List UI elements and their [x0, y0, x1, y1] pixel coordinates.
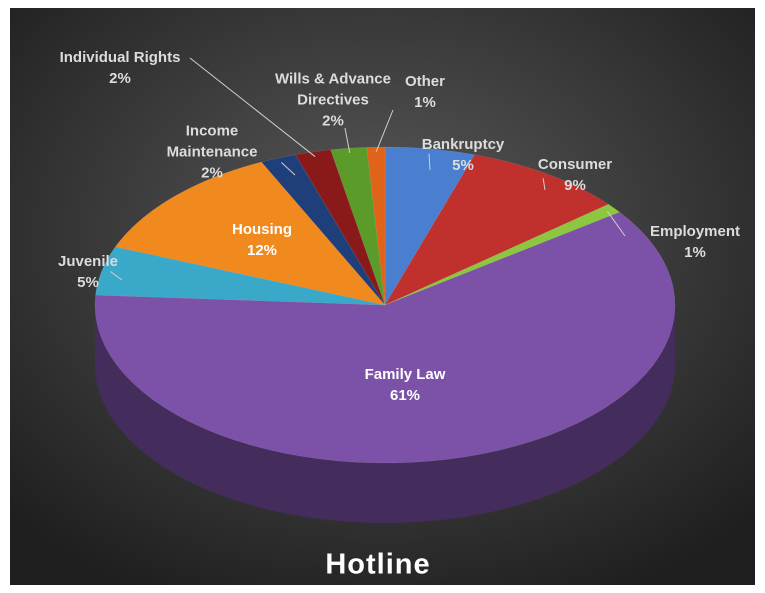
leader-line [281, 162, 296, 176]
category-label: Juvenile [57, 253, 119, 270]
leader-line [606, 210, 626, 237]
leader-line [428, 153, 431, 171]
slice [94, 211, 676, 464]
leader-line [375, 109, 394, 153]
data-label: Employment 1% [635, 221, 755, 263]
leader-line [110, 271, 123, 281]
value-label: 9% [564, 177, 586, 194]
category-label: Consumer [537, 156, 613, 173]
category-label: Wills & Advance Directives [274, 70, 391, 109]
leader-line [344, 127, 351, 154]
category-label: Bankruptcy [421, 136, 505, 153]
slice [114, 161, 386, 306]
slice [95, 246, 386, 306]
data-label: Juvenile 5% [43, 251, 133, 293]
category-label: Income Maintenance [166, 122, 258, 161]
category-label: Family Law [364, 366, 446, 383]
category-label: Housing [232, 221, 292, 238]
data-label: Individual Rights 2% [45, 47, 195, 89]
value-label: 61% [389, 387, 421, 404]
data-label: Housing 12% [212, 219, 312, 261]
value-label: 12% [246, 242, 278, 259]
category-label: Employment [649, 223, 740, 240]
leader-line [542, 178, 546, 191]
slice [384, 204, 621, 306]
data-label: Consumer 9% [520, 154, 630, 196]
value-label: 2% [322, 112, 344, 130]
slice [261, 154, 386, 306]
data-label: Income Maintenance 2% [152, 121, 272, 184]
category-label: Individual Rights [59, 49, 181, 66]
value-label: 2% [109, 70, 131, 87]
value-label: 5% [452, 157, 474, 174]
data-label: Wills & Advance Directives 2% [268, 69, 398, 132]
data-label: Other 1% [395, 71, 455, 113]
slice [294, 149, 386, 306]
chart-title: Hotline [325, 548, 431, 581]
value-label: 1% [414, 94, 436, 111]
category-label: Other [404, 73, 445, 90]
value-label: 5% [77, 274, 99, 291]
value-label: 2% [201, 164, 223, 182]
slice [384, 146, 476, 306]
value-label: 1% [684, 244, 706, 261]
data-label: Bankruptcy 5% [408, 134, 518, 176]
slice-side [95, 305, 675, 523]
slice [366, 146, 386, 306]
slice [384, 154, 609, 306]
leader-line [189, 57, 316, 157]
data-label: Family Law 61% [335, 364, 475, 406]
